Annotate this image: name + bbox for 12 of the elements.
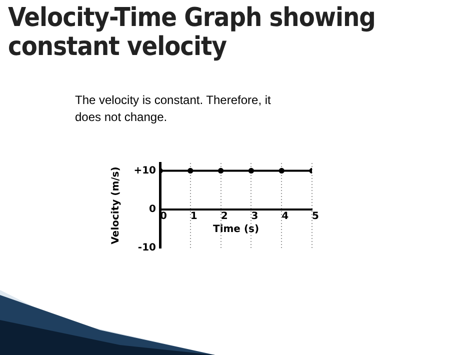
x-tick-label: 1	[190, 210, 198, 222]
x-axis-title: Time (s)	[213, 224, 260, 235]
y-tick-label: 0	[149, 204, 156, 215]
x-tick-label: 3	[251, 210, 258, 222]
x-tick-label: 5	[312, 210, 320, 222]
text: The velocity is constant. Therefore, it does not change.	[75, 92, 272, 126]
y-tick-label: -10	[138, 242, 156, 254]
y-tick-label: +10	[134, 165, 156, 176]
y-axis-title: Velocity (m/s)	[110, 166, 122, 244]
x-tick-label: 2	[220, 210, 228, 222]
x-tick-label: 4	[282, 210, 289, 222]
chart-title: Velocity-Time Graph showing constant velocity	[8, 3, 376, 62]
